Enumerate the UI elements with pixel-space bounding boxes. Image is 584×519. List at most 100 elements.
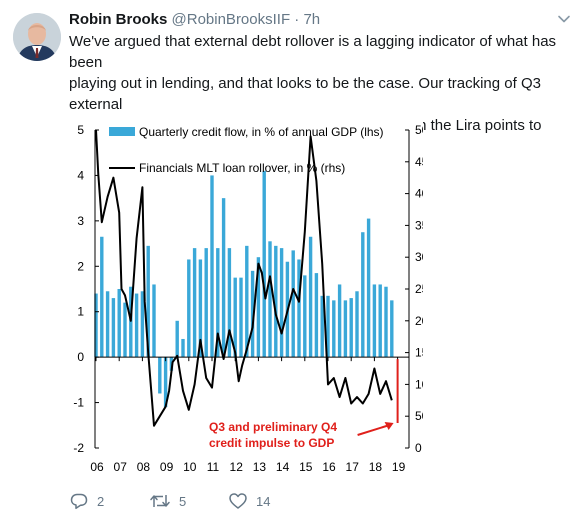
chart-bar bbox=[349, 298, 353, 358]
chart-bar bbox=[152, 284, 156, 358]
legend-label-bars: Quarterly credit flow, in % of annual GD… bbox=[139, 125, 384, 139]
chart-bar bbox=[372, 284, 377, 358]
chart-bar bbox=[140, 291, 145, 358]
left-axis-tick-label: -2 bbox=[73, 441, 84, 455]
tweet-text-line: We've argued that external debt rollover… bbox=[69, 33, 557, 71]
x-axis-tick-label: 07 bbox=[114, 460, 128, 474]
chart-bar bbox=[192, 248, 197, 358]
reply-button[interactable]: 2 bbox=[69, 489, 104, 513]
tweet-actions: 2 5 14 bbox=[69, 489, 469, 513]
x-axis-tick-label: 14 bbox=[276, 460, 290, 474]
x-axis-tick-label: 06 bbox=[90, 460, 104, 474]
x-axis-tick-label: 08 bbox=[137, 460, 151, 474]
left-axis-tick-label: 1 bbox=[77, 305, 84, 319]
heart-icon bbox=[229, 493, 247, 509]
annotation-arrow bbox=[357, 424, 390, 436]
chart-bar bbox=[111, 298, 116, 358]
chart: -2-1012345050100150200250300350400450500… bbox=[73, 123, 435, 474]
chart-bar bbox=[198, 259, 203, 358]
retweet-button[interactable]: 5 bbox=[149, 489, 186, 513]
left-axis-tick-label: 5 bbox=[77, 123, 84, 137]
reply-count: 2 bbox=[97, 493, 105, 509]
x-axis-tick-label: 09 bbox=[160, 460, 174, 474]
annotation-text: Q3 and preliminary Q4 bbox=[209, 420, 337, 434]
timestamp[interactable]: 7h bbox=[303, 11, 321, 28]
chart-bar bbox=[384, 286, 388, 358]
chart-bar bbox=[175, 320, 179, 358]
right-axis-tick-label: 400 bbox=[415, 187, 423, 201]
chart-bar bbox=[332, 300, 336, 358]
chart-bar bbox=[256, 257, 261, 358]
retweet-icon bbox=[150, 495, 170, 507]
chart-bar bbox=[233, 277, 237, 358]
chart-bar bbox=[123, 302, 127, 358]
chart-bar bbox=[158, 357, 162, 394]
user-handle[interactable]: @RobinBrooksIIF bbox=[171, 11, 291, 28]
right-axis-tick-label: 350 bbox=[415, 218, 423, 232]
chart-bar bbox=[227, 248, 232, 358]
chart-bar bbox=[134, 293, 139, 358]
chart-bar bbox=[163, 357, 168, 408]
chart-bar bbox=[279, 248, 284, 358]
x-axis-tick-label: 16 bbox=[322, 460, 336, 474]
x-axis-tick-label: 17 bbox=[346, 460, 360, 474]
annotation-arrowhead bbox=[384, 422, 394, 431]
x-axis-tick-label: 15 bbox=[299, 460, 313, 474]
x-axis-tick-label: 19 bbox=[392, 460, 406, 474]
chart-bar bbox=[355, 291, 359, 358]
chart-bar bbox=[268, 241, 272, 358]
x-axis-tick-label: 10 bbox=[183, 460, 197, 474]
left-axis-tick-label: 2 bbox=[77, 259, 84, 273]
retweet-count: 5 bbox=[179, 493, 187, 509]
tweet-text-line: playing out in lending, and that looks t… bbox=[69, 75, 541, 113]
chart-bar bbox=[100, 236, 104, 358]
tweet-media-chart[interactable]: -2-1012345050100150200250300350400450500… bbox=[69, 118, 435, 478]
chart-bar bbox=[221, 198, 226, 358]
tweet-header: Robin Brooks @RobinBrooksIIF · 7h bbox=[69, 11, 320, 28]
chart-bar bbox=[210, 175, 214, 358]
x-axis-tick-label: 18 bbox=[369, 460, 383, 474]
right-axis-tick-label: 50 bbox=[415, 409, 423, 423]
chart-bar bbox=[274, 245, 278, 358]
chart-line-series bbox=[95, 129, 393, 427]
chart-bar bbox=[105, 291, 110, 358]
legend-swatch-bars bbox=[109, 127, 135, 136]
chart-bar bbox=[94, 293, 98, 358]
chart-bar bbox=[117, 289, 121, 358]
x-axis-tick-label: 13 bbox=[253, 460, 267, 474]
left-axis-tick-label: 3 bbox=[77, 214, 84, 228]
right-axis-tick-label: 500 bbox=[415, 123, 423, 137]
chart-bar bbox=[366, 218, 371, 358]
chart-bar bbox=[314, 273, 319, 358]
like-button[interactable]: 14 bbox=[228, 489, 270, 513]
avatar[interactable] bbox=[13, 13, 61, 61]
chart-bar bbox=[245, 245, 249, 358]
left-axis-tick-label: 4 bbox=[77, 168, 84, 182]
chart-bar bbox=[181, 338, 185, 358]
right-axis-tick-label: 200 bbox=[415, 314, 423, 328]
chart-bar bbox=[378, 284, 382, 358]
chart-bar bbox=[239, 277, 243, 358]
chevron-down-icon[interactable] bbox=[557, 12, 571, 26]
x-axis-tick-label: 12 bbox=[230, 460, 244, 474]
chart-bar bbox=[361, 232, 365, 358]
annotation-text: credit impulse to GDP bbox=[209, 436, 334, 450]
right-axis-tick-label: 150 bbox=[415, 346, 423, 360]
separator: · bbox=[294, 11, 300, 28]
left-axis-tick-label: 0 bbox=[77, 350, 84, 364]
chart-bar bbox=[390, 300, 394, 358]
chart-bar bbox=[129, 286, 133, 358]
chart-bar bbox=[308, 236, 313, 358]
chart-bar bbox=[303, 275, 307, 358]
chart-bar bbox=[204, 248, 208, 358]
right-axis-tick-label: 100 bbox=[415, 377, 423, 391]
chart-bar bbox=[291, 250, 295, 358]
right-axis-tick-label: 250 bbox=[415, 282, 423, 296]
chart-bar bbox=[343, 300, 348, 358]
right-axis-tick-label: 300 bbox=[415, 250, 423, 264]
chart-bar bbox=[250, 270, 255, 358]
chart-bar bbox=[337, 284, 342, 358]
chart-bar bbox=[216, 248, 220, 358]
display-name[interactable]: Robin Brooks bbox=[69, 11, 168, 28]
reply-icon bbox=[70, 493, 88, 510]
